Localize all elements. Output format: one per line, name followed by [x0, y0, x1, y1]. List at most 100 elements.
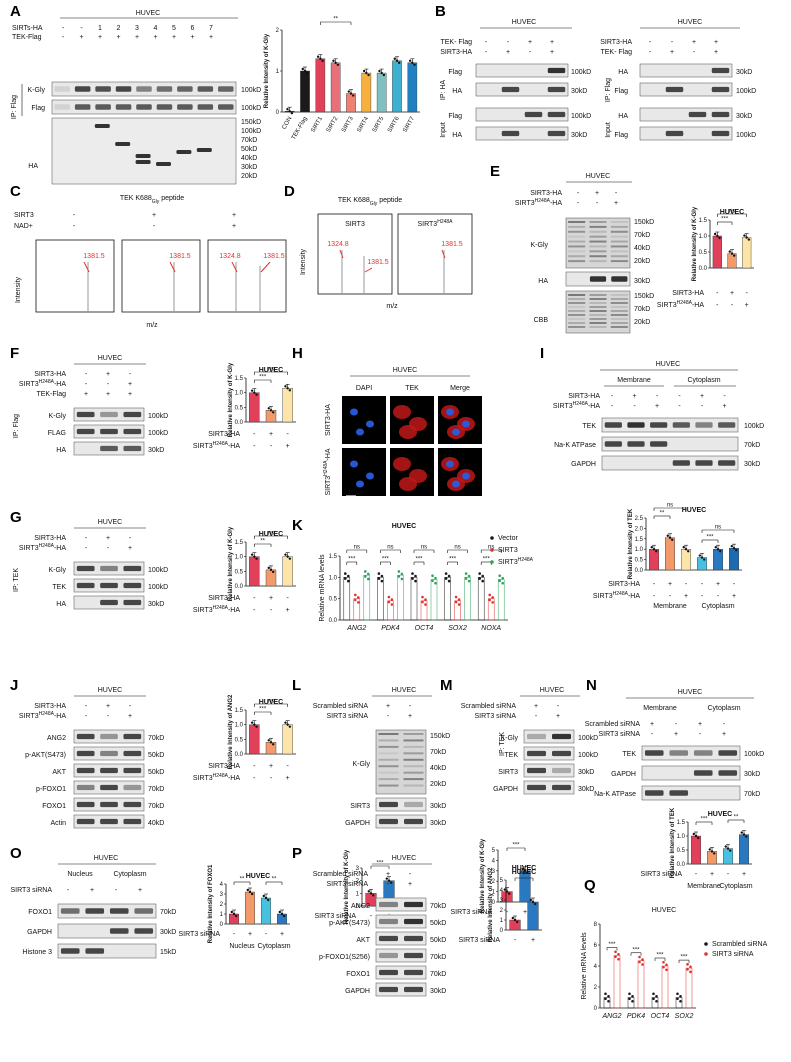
row-label: SIRT3-HA	[325, 404, 332, 436]
blot-band	[115, 86, 132, 92]
spectrum-condition: SIRT3	[345, 221, 365, 228]
smear-band	[610, 245, 628, 248]
blot-band	[60, 948, 80, 954]
lane-sign: -	[129, 371, 132, 378]
data-point	[682, 546, 685, 549]
legend-label: SIRT3 siRNA	[712, 951, 754, 958]
bar	[249, 556, 260, 587]
sig-label: **	[260, 539, 265, 545]
data-point	[411, 572, 414, 575]
blot-band	[85, 908, 105, 914]
bar	[277, 913, 288, 925]
data-point	[454, 595, 458, 599]
blot-strip	[523, 746, 575, 761]
blot-strip	[375, 982, 427, 997]
blot-label: Flag	[614, 88, 628, 95]
lane-sign: +	[280, 931, 284, 938]
smear-band	[589, 310, 607, 312]
blot-label: FOXO1	[42, 803, 66, 810]
panel-D: D TEK K688Gly peptide Intensity SIRT3 1324.8…	[284, 183, 473, 310]
blot-band	[650, 422, 668, 428]
data-point	[421, 595, 424, 599]
smear-band	[568, 255, 586, 258]
smear-band	[378, 739, 399, 742]
lane-sign: -	[633, 403, 636, 410]
legend-marker	[704, 942, 708, 946]
blot-label: Actin	[50, 820, 66, 827]
group-label: Membrane	[687, 883, 721, 890]
size-marker: 100kD	[744, 751, 764, 758]
ip-label: Input	[440, 122, 447, 138]
smear-band	[568, 235, 586, 238]
legend-label: SIRT3	[498, 547, 518, 554]
size-marker: 150kD	[241, 119, 261, 126]
sig-label: ***	[449, 557, 457, 563]
series-bar	[603, 997, 611, 1009]
row-label: SIRT3-HA	[34, 371, 66, 378]
y-axis-label: Relative Intensity of TEK	[670, 807, 676, 878]
panel-letter: H	[292, 345, 303, 362]
row-label: Scrambled siRNA	[313, 703, 369, 710]
data-point	[689, 965, 692, 969]
y-tick-label: 3	[492, 869, 496, 875]
sig-label: **	[333, 17, 338, 23]
data-point	[668, 536, 672, 539]
data-point	[457, 603, 461, 606]
row-label: SIRT3-HA	[568, 393, 600, 400]
lane-sign: -	[62, 34, 65, 41]
panel-letter: B	[435, 3, 446, 20]
blot-strip	[475, 107, 569, 122]
fraction-label: Cytoplasm	[707, 705, 740, 712]
group-label: Cytoplasm	[257, 943, 290, 950]
y-tick-label: 0.5	[235, 569, 244, 575]
smear-band	[589, 240, 607, 243]
blot-band	[134, 928, 154, 934]
legend-marker	[490, 560, 494, 564]
lane-sign: +	[106, 391, 110, 398]
data-point	[288, 389, 292, 392]
size-marker: 30kD	[744, 771, 760, 778]
blot-band	[76, 750, 95, 757]
lane-sign: +	[408, 713, 412, 720]
data-point	[742, 833, 746, 836]
lane-sign: -	[716, 302, 719, 309]
blot-strip	[375, 931, 427, 946]
blot-strip	[475, 63, 569, 78]
row-label: SIRT3H248A-HA	[515, 198, 562, 207]
lane-sign: -	[387, 713, 390, 720]
nucleus-signal	[366, 472, 374, 480]
data-point	[347, 579, 350, 583]
blot-strip	[375, 914, 427, 929]
y-tick-label: 0.5	[329, 597, 338, 603]
smear-band	[589, 306, 607, 308]
lane-sign: +	[650, 721, 654, 728]
row-label: SIRT3-HA	[600, 39, 632, 46]
x-tick-label: SIRT7	[402, 115, 416, 133]
peak-arrow	[441, 249, 446, 259]
lane-sign: +	[550, 49, 554, 56]
blot-band	[74, 86, 91, 92]
size-marker: 20kD	[634, 258, 650, 265]
blot-label: Histone 3	[22, 949, 52, 956]
smear-band	[568, 310, 586, 312]
sig-label: ns	[454, 545, 460, 551]
y-tick-label: 1	[356, 891, 360, 897]
lane-sign: +	[209, 34, 213, 41]
cell-line-label: HUVEC	[136, 10, 161, 17]
data-point	[354, 598, 357, 602]
data-point	[434, 576, 437, 580]
blot-band	[718, 460, 736, 466]
data-point	[652, 997, 655, 1001]
y-tick-label: 1	[500, 918, 504, 924]
chart-row-label: SIRT3H248A-HA	[193, 773, 240, 782]
data-point	[526, 871, 529, 874]
lane-sign: -	[701, 581, 704, 588]
size-marker: 70kD	[430, 971, 446, 978]
y-tick-label: 1.0	[635, 547, 644, 553]
data-point	[631, 999, 634, 1003]
cell-line-label: HUVEC	[392, 687, 417, 694]
blot-band	[379, 901, 398, 908]
y-tick-label: 0.5	[235, 737, 244, 743]
lane-sign: -	[233, 931, 236, 938]
